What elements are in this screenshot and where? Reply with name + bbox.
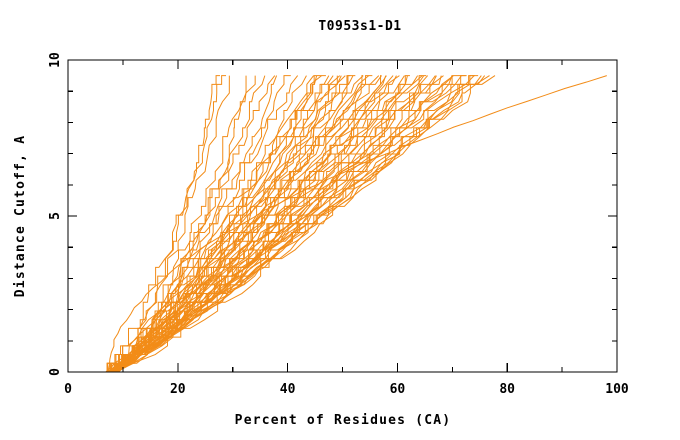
data-curve <box>114 75 444 372</box>
data-curve <box>108 75 318 373</box>
x-axis-label: Percent of Residues (CA) <box>235 413 452 428</box>
data-curve <box>114 75 230 373</box>
data-curve <box>107 75 338 373</box>
data-curve <box>107 75 423 373</box>
y-tick-label: 0 <box>48 368 63 376</box>
data-curve <box>118 75 427 372</box>
y-tick-label: 10 <box>48 52 63 68</box>
x-tick-label: 60 <box>390 382 406 397</box>
data-curve <box>109 75 341 373</box>
data-curve <box>115 75 486 373</box>
data-curve <box>109 75 299 373</box>
y-tick-label: 5 <box>48 212 63 220</box>
data-curve <box>112 75 466 373</box>
x-tick-label: 80 <box>499 382 515 397</box>
x-tick-label: 40 <box>280 382 296 397</box>
y-axis-label: Distance Cutoff, A <box>13 135 28 297</box>
page-title: T0953s1-D1 <box>318 19 401 34</box>
x-tick-label: 20 <box>170 382 186 397</box>
axis-ticks-group <box>67 59 618 373</box>
data-curve <box>115 75 256 373</box>
data-curves-group <box>105 75 607 373</box>
data-curve <box>107 75 607 373</box>
data-curve <box>110 75 326 373</box>
x-tick-label: 100 <box>605 382 629 397</box>
data-curve <box>116 75 410 373</box>
data-curve <box>106 75 334 372</box>
data-curve <box>112 75 467 373</box>
data-curve <box>105 75 227 373</box>
data-curve <box>111 75 454 373</box>
tick-labels-group: 0 20 40 60 80 100 0 5 10 <box>48 52 629 397</box>
data-curve <box>116 75 351 372</box>
x-tick-label: 0 <box>64 382 72 397</box>
data-curve <box>113 75 475 372</box>
data-curve <box>115 75 278 372</box>
